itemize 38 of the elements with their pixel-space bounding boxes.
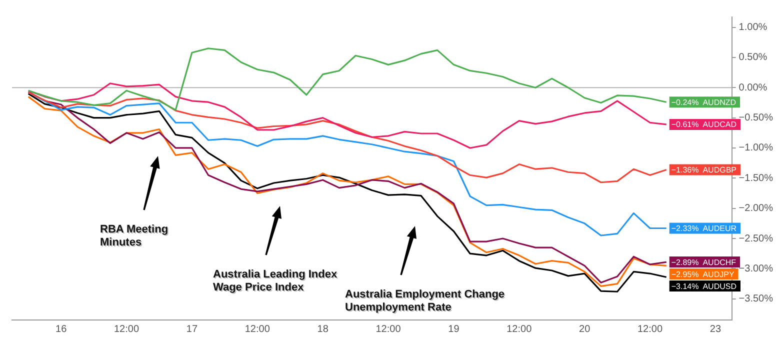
data-label: −0.61% xyxy=(671,120,699,130)
text: AUDJPY xyxy=(702,270,735,279)
x-tick-label: 18 xyxy=(317,324,329,335)
x-tick-label: 16 xyxy=(56,324,68,335)
data-label: −3.14% xyxy=(671,282,699,291)
y-tick-label: −2.00% xyxy=(738,203,774,214)
y-tick-label: 1.00% xyxy=(738,22,768,34)
y-tick-label: −1.00% xyxy=(738,142,774,154)
y-tick-label: −0.50% xyxy=(738,112,774,124)
text: AUDUSD xyxy=(702,282,737,291)
data-label: −2.89% xyxy=(671,258,699,267)
x-tick-label: 12:00 xyxy=(506,324,532,335)
data-label: −2.95% xyxy=(671,270,699,279)
text: AUDCAD xyxy=(702,120,737,130)
annotation: RBA Meeting Minutes xyxy=(100,224,168,249)
x-tick-label: 12:00 xyxy=(637,324,663,335)
x-tick-label: 12:00 xyxy=(376,324,402,335)
annotation: Australia Leading Index Wage Price Index xyxy=(213,268,338,295)
data-label: −1.36% xyxy=(671,165,699,174)
data-label: −0.24% xyxy=(671,98,699,107)
y-tick-label: 0.50% xyxy=(738,52,768,64)
y-tick-label: −2.50% xyxy=(738,233,774,244)
text: AUDCHF xyxy=(702,258,736,267)
annotation: Australia Employment Change Unemployment Rate xyxy=(345,288,505,315)
data-label: −2.33% xyxy=(671,224,699,233)
text: AUDEUR xyxy=(702,224,737,233)
text: AUDNZD xyxy=(702,98,736,107)
x-tick-label: 17 xyxy=(186,324,198,335)
x-tick-label: 19 xyxy=(448,324,460,335)
y-tick-label: 0.00% xyxy=(738,82,768,94)
x-tick-label: 12:00 xyxy=(244,324,270,335)
y-tick-label: −3.00% xyxy=(738,263,774,274)
x-tick-label: 20 xyxy=(579,324,591,335)
y-tick-label: −3.50% xyxy=(738,294,774,305)
y-tick-label: −1.50% xyxy=(738,172,774,184)
text: AUDGBP xyxy=(702,165,737,174)
x-tick-label: 23 xyxy=(710,324,722,335)
x-tick-label: 12:00 xyxy=(114,324,140,335)
